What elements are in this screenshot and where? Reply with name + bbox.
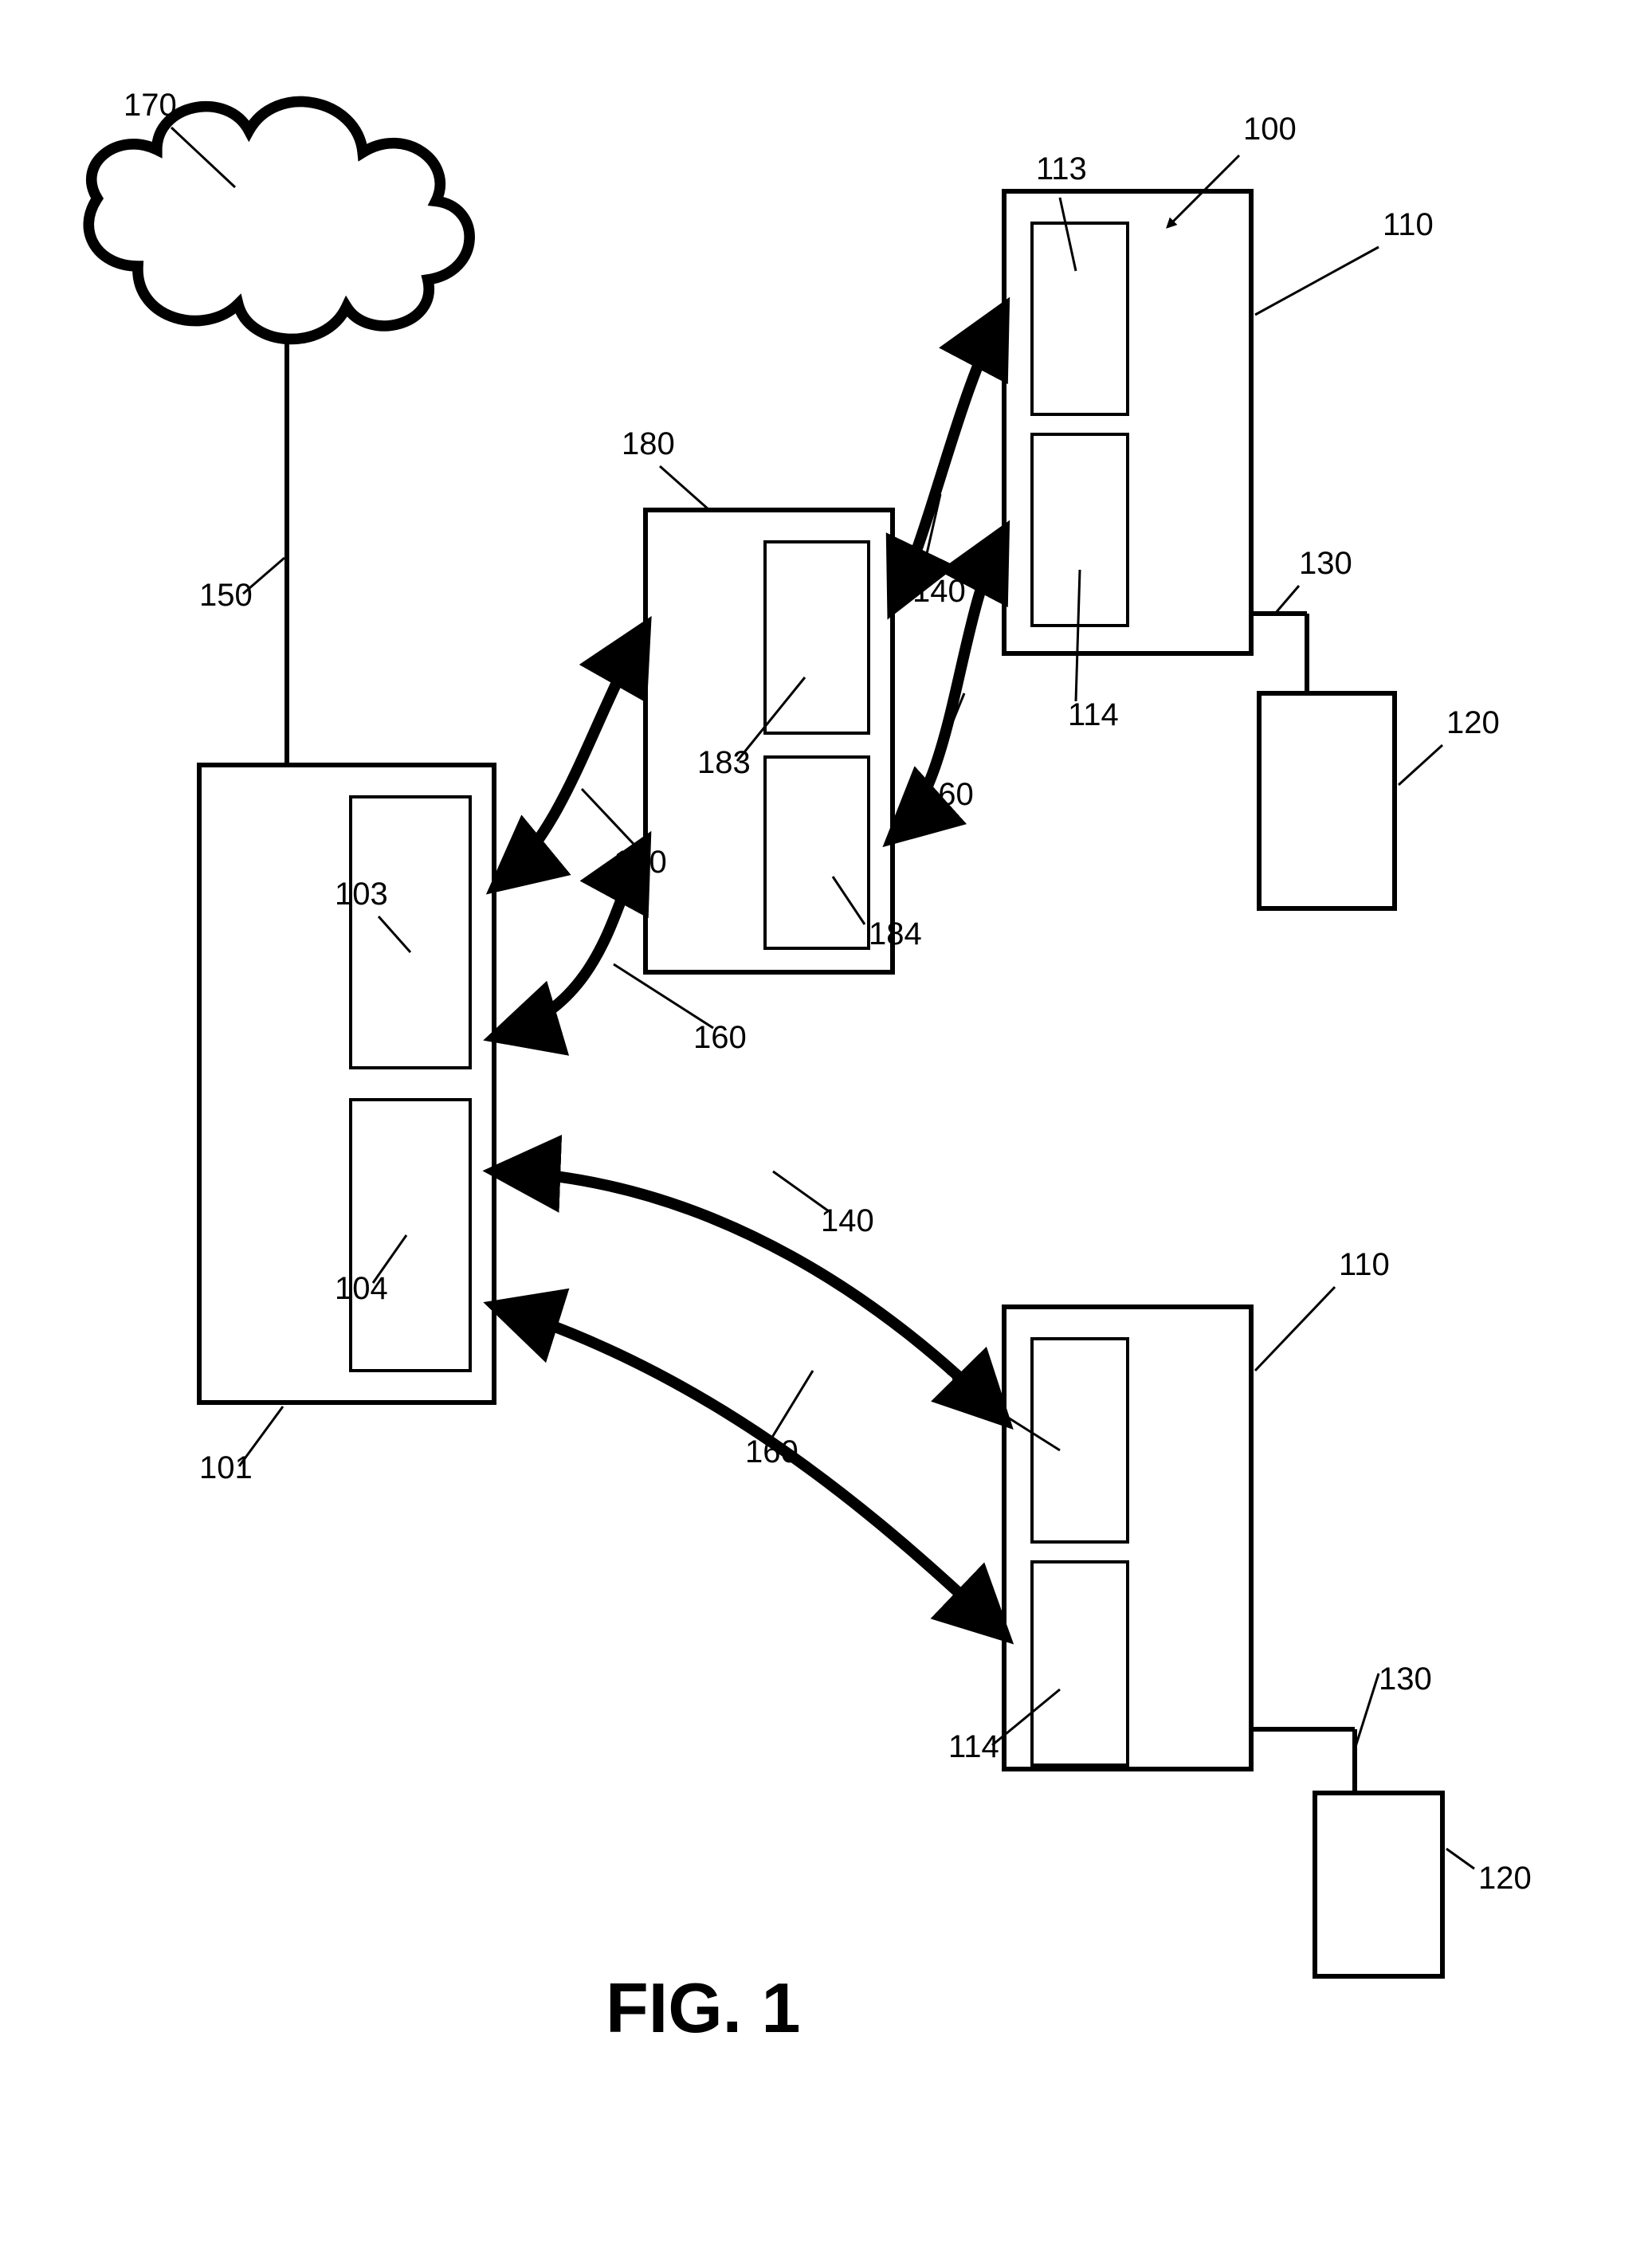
label-114a: 114: [1068, 697, 1119, 732]
module-103: [351, 797, 470, 1068]
arrow-140-101-110bot: [498, 1171, 1003, 1418]
periph-120-bottom: [1315, 1793, 1442, 1976]
label-150: 150: [199, 578, 253, 613]
label-184: 184: [869, 916, 922, 951]
server-101: [199, 765, 494, 1403]
module-184: [765, 757, 869, 948]
label-104: 104: [335, 1271, 388, 1306]
label-140b: 140: [912, 574, 966, 609]
figure-caption: FIG. 1: [606, 1968, 801, 2047]
label-113b: 113: [944, 1363, 995, 1398]
label-110a: 110: [1383, 207, 1434, 242]
label-160c: 160: [745, 1434, 799, 1469]
module-104: [351, 1100, 470, 1371]
module-113-top: [1032, 223, 1128, 414]
label-103: 103: [335, 877, 388, 912]
label-130b: 130: [1379, 1661, 1432, 1697]
label-114b: 114: [948, 1729, 999, 1764]
label-170: 170: [124, 88, 177, 123]
label-101: 101: [199, 1450, 253, 1485]
device-110-bottom: [1004, 1307, 1442, 1976]
label-130a: 130: [1299, 546, 1352, 581]
label-113a: 113: [1036, 151, 1087, 186]
periph-120-top: [1259, 693, 1395, 908]
patent-figure-1: 170 150 101 103 104 180 183 184 140 160 …: [0, 0, 1652, 2248]
label-100: 100: [1243, 112, 1297, 147]
label-160a: 160: [693, 1020, 747, 1055]
label-160b: 160: [920, 777, 974, 812]
module-183: [765, 542, 869, 733]
server-180: [645, 510, 893, 972]
label-120b: 120: [1478, 1861, 1532, 1896]
label-140a: 140: [614, 845, 667, 880]
label-183: 183: [697, 745, 751, 780]
label-140c: 140: [821, 1203, 874, 1238]
module-114-bottom: [1032, 1562, 1128, 1765]
label-180: 180: [622, 426, 675, 461]
cloud-170: [88, 102, 469, 339]
label-120a: 120: [1446, 705, 1500, 740]
label-110b: 110: [1339, 1247, 1390, 1282]
